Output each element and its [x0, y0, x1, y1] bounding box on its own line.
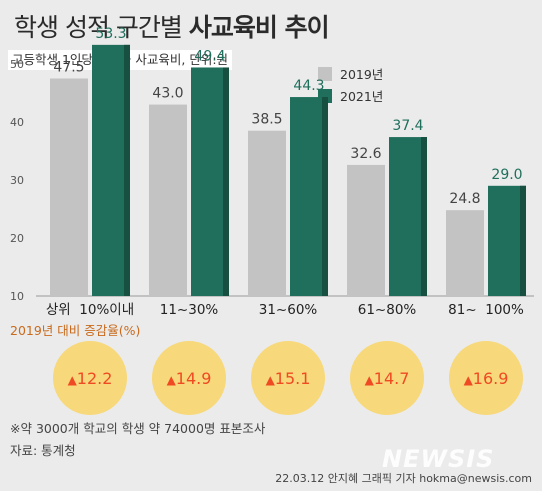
- credit-line: 22.03.12 안지혜 그래픽 기자 hokma@newsis.com: [275, 472, 532, 485]
- bar-shade: [421, 137, 427, 296]
- change-circle: [53, 341, 127, 415]
- category-label: 61~80%: [358, 302, 417, 318]
- bar-shade: [223, 67, 229, 296]
- bar-2021: [290, 97, 328, 296]
- change-number: 16.9: [473, 369, 509, 388]
- title-bold: 사교육비 추이: [188, 13, 330, 42]
- change-circle: [251, 341, 325, 415]
- y-tick-label: 50: [10, 58, 24, 71]
- up-triangle-icon: ▲: [266, 373, 276, 387]
- up-triangle-icon: ▲: [68, 373, 78, 387]
- change-circle: [152, 341, 226, 415]
- up-triangle-icon: ▲: [167, 373, 177, 387]
- bar-shade: [520, 185, 526, 296]
- change-value: ▲14.7: [365, 369, 410, 388]
- bar-value-label: 38.5: [251, 112, 282, 128]
- legend-label-2019: 2019년: [340, 67, 384, 82]
- y-tick-label: 10: [10, 290, 24, 303]
- y-tick-label: 20: [10, 232, 24, 245]
- bar-2019: [149, 104, 187, 296]
- title-light: 학생 성적 구간별: [14, 13, 183, 42]
- chart-title: 학생 성적 구간별 사교육비 추이: [14, 8, 330, 44]
- change-number: 14.7: [374, 369, 410, 388]
- legend-swatch-2019: [318, 66, 332, 81]
- category-label: 31~60%: [259, 302, 318, 318]
- bar-2021: [389, 137, 427, 296]
- change-number: 14.9: [176, 369, 212, 388]
- change-value: ▲16.9: [464, 369, 509, 388]
- bar-2019: [446, 210, 484, 296]
- change-value: ▲15.1: [266, 369, 311, 388]
- bar-2021: [191, 67, 229, 296]
- change-circle: [350, 341, 424, 415]
- legend-item-2019: 2019년: [318, 64, 383, 83]
- change-label: 2019년 대비 증감율(%): [10, 323, 141, 338]
- newsis-logo: NEWSIS: [382, 445, 495, 473]
- change-number: 12.2: [77, 369, 113, 388]
- y-tick-label: 40: [10, 116, 24, 129]
- bar-2021: [92, 44, 130, 296]
- change-number: 15.1: [275, 369, 311, 388]
- bar-value-label: 37.4: [392, 118, 423, 134]
- bar-2019: [248, 130, 286, 296]
- change-circle: [449, 341, 523, 415]
- bar-value-label: 24.8: [449, 191, 480, 207]
- category-label: 11~30%: [160, 302, 219, 318]
- bar-value-label: 43.0: [152, 86, 183, 102]
- change-value: ▲12.2: [68, 369, 113, 388]
- category-label: 상위 10%이내: [46, 302, 134, 318]
- bar-2021: [488, 185, 526, 296]
- up-triangle-icon: ▲: [464, 373, 474, 387]
- change-value: ▲14.9: [167, 369, 212, 388]
- bar-2019: [50, 78, 88, 296]
- source-note: 자료: 통계청: [10, 443, 76, 458]
- bar-value-label: 47.5: [53, 60, 84, 76]
- bar-shade: [322, 97, 328, 296]
- y-tick-label: 30: [10, 174, 24, 187]
- legend-label-2021: 2021년: [340, 89, 384, 104]
- up-triangle-icon: ▲: [365, 373, 375, 387]
- bar-value-label: 44.3: [293, 78, 324, 94]
- category-label: 81~ 100%: [448, 302, 524, 318]
- bar-shade: [124, 44, 130, 296]
- sample-note: ※약 3000개 학교의 학생 약 74000명 표본조사: [10, 421, 266, 436]
- bar-value-label: 53.3: [95, 26, 126, 42]
- bar-value-label: 29.0: [491, 167, 522, 183]
- bar-value-label: 49.4: [194, 48, 225, 64]
- bar-2019: [347, 164, 385, 296]
- bar-value-label: 32.6: [350, 146, 381, 162]
